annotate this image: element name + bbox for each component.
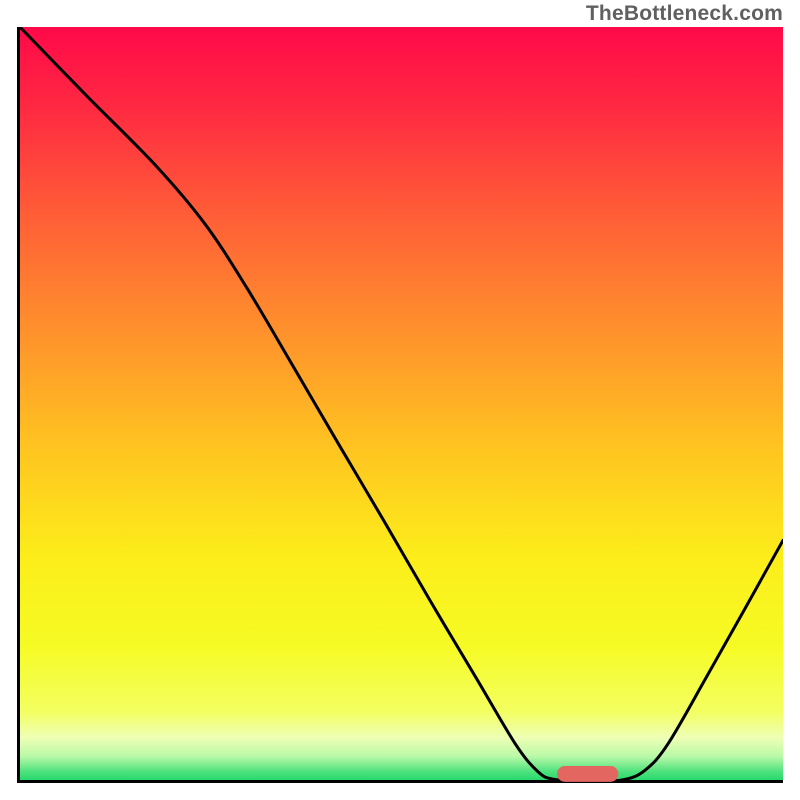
optimal-marker xyxy=(557,766,618,782)
chart-svg xyxy=(17,27,783,783)
chart-container: TheBottleneck.com xyxy=(0,0,800,800)
watermark-text: TheBottleneck.com xyxy=(586,2,783,26)
bottleneck-chart xyxy=(17,27,783,783)
